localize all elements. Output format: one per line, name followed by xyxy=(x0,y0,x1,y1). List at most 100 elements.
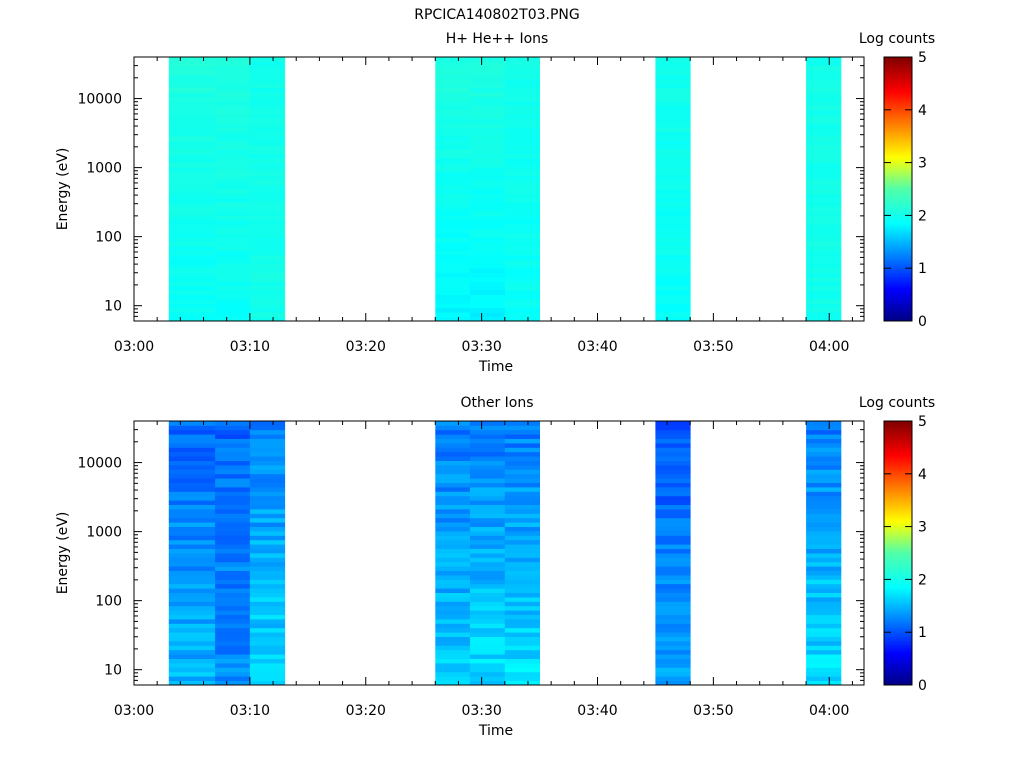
heatmap-cell xyxy=(435,460,471,466)
heatmap-cell xyxy=(215,241,251,247)
heatmap-cell xyxy=(655,667,691,673)
colorbar-swatch xyxy=(884,641,912,644)
heatmap-cell xyxy=(806,219,842,225)
heatmap-cell xyxy=(435,259,471,265)
colorbar-swatch xyxy=(884,72,912,75)
heatmap-cell xyxy=(470,500,506,505)
colorbar-swatch xyxy=(884,502,912,505)
heatmap-cell xyxy=(470,290,506,295)
heatmap-cell xyxy=(168,456,216,461)
heatmap-cell xyxy=(435,557,471,563)
heatmap-cell xyxy=(215,96,251,102)
heatmap-cell xyxy=(504,438,540,444)
heatmap-cell xyxy=(168,509,216,514)
heatmap-cell xyxy=(655,548,691,554)
heatmap-cell xyxy=(435,241,471,247)
heatmap-cell xyxy=(655,140,691,146)
heatmap-cell xyxy=(168,233,216,238)
colorbar-swatch xyxy=(884,107,912,111)
y-axis-label: Energy (eV) xyxy=(55,148,71,231)
heatmap-cell xyxy=(215,636,251,642)
heatmap-cell xyxy=(435,303,471,309)
heatmap-cell xyxy=(249,517,286,523)
heatmap-cell xyxy=(168,224,216,229)
heatmap-cell xyxy=(806,140,842,146)
heatmap-cell xyxy=(504,237,540,243)
heatmap-cell xyxy=(168,583,216,589)
heatmap-cell xyxy=(806,316,842,322)
colorbar-swatch xyxy=(884,65,912,69)
heatmap-cell xyxy=(435,641,471,646)
heatmap-cell xyxy=(504,509,540,514)
heatmap-cell xyxy=(168,526,216,532)
heatmap-cell xyxy=(435,136,471,141)
heatmap-cell xyxy=(168,206,216,212)
heatmap-cell xyxy=(806,487,842,492)
colorbar-swatch xyxy=(884,296,912,300)
heatmap-cell xyxy=(806,619,842,624)
colorbar-swatch xyxy=(884,663,912,666)
heatmap-cell xyxy=(168,114,216,119)
heatmap-cell xyxy=(215,312,251,317)
heatmap-cell xyxy=(168,294,216,300)
heatmap-cell xyxy=(470,224,506,229)
heatmap-cell xyxy=(806,175,842,181)
heatmap-cell xyxy=(435,215,471,221)
colorbar-swatch xyxy=(884,263,912,267)
x-tick-label: 03:00 xyxy=(114,703,154,719)
heatmap-cell xyxy=(470,491,506,497)
heatmap-cell xyxy=(215,443,251,448)
heatmap-cell xyxy=(215,504,251,510)
colorbar-swatch xyxy=(884,447,912,450)
heatmap-cell xyxy=(806,667,842,673)
heatmap-cell xyxy=(470,127,506,133)
colorbar-swatch xyxy=(884,539,912,543)
heatmap-cell xyxy=(435,123,471,128)
heatmap-cell xyxy=(504,127,540,133)
heatmap-cell xyxy=(655,654,691,659)
heatmap-cell xyxy=(215,588,251,593)
heatmap-cell xyxy=(504,215,540,221)
heatmap-cell xyxy=(168,219,216,225)
heatmap-cell xyxy=(168,561,216,567)
heatmap-cell xyxy=(655,504,691,510)
colorbar-swatch xyxy=(884,588,912,591)
heatmap-cell xyxy=(215,561,251,567)
heatmap-cell xyxy=(168,193,216,199)
heatmap-cell xyxy=(168,592,216,598)
heatmap-cell xyxy=(215,87,251,93)
heatmap-cell xyxy=(806,605,842,611)
heatmap-cell xyxy=(806,250,842,256)
heatmap-cell xyxy=(470,118,506,124)
heatmap-cell xyxy=(504,312,540,317)
colorbar-swatch xyxy=(884,665,912,668)
heatmap-cell xyxy=(215,246,251,251)
heatmap-cell xyxy=(168,158,216,163)
heatmap-cell xyxy=(435,482,471,488)
heatmap-cell xyxy=(806,193,842,199)
heatmap-cell xyxy=(435,509,471,514)
colorbar-swatch xyxy=(884,204,912,207)
heatmap-cell xyxy=(655,184,691,190)
heatmap-cell xyxy=(215,189,251,194)
colorbar-label: Log counts xyxy=(859,395,935,411)
heatmap-cell xyxy=(504,175,540,181)
colorbar-swatch xyxy=(884,674,912,677)
heatmap-cell xyxy=(504,460,540,466)
heatmap-cell xyxy=(470,105,506,111)
colorbar-swatch xyxy=(884,74,912,78)
heatmap-cell xyxy=(504,575,540,580)
colorbar-swatch xyxy=(884,599,912,602)
heatmap-cell xyxy=(806,513,842,519)
colorbar-swatch xyxy=(884,491,912,494)
colorbar-swatch xyxy=(884,101,912,104)
heatmap-cell xyxy=(470,566,506,571)
heatmap-cell xyxy=(655,171,691,177)
heatmap-cell xyxy=(249,641,286,646)
colorbar-tick-label: 5 xyxy=(918,50,927,66)
colorbar: 0 1 2 3 4 5 xyxy=(883,414,927,694)
heatmap-cell xyxy=(655,610,691,615)
heatmap-cell xyxy=(470,526,506,532)
heatmap-cell xyxy=(470,425,506,431)
heatmap-cell xyxy=(215,575,251,580)
